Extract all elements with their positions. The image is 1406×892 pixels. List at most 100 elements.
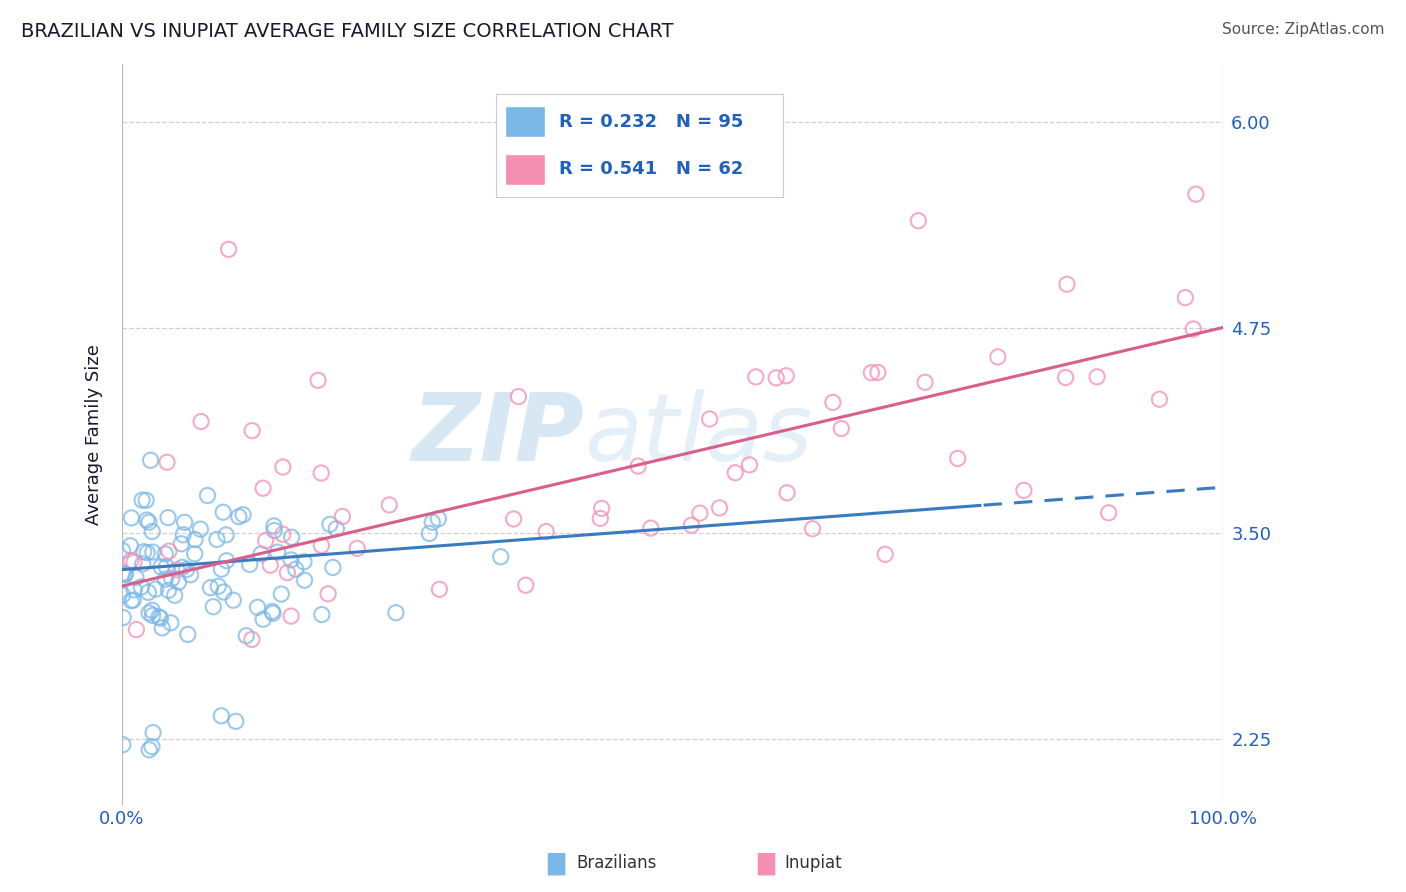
Point — [830, 421, 852, 435]
Point — [120, 511, 142, 525]
Point — [157, 544, 180, 558]
Point — [263, 524, 285, 538]
Point — [239, 558, 262, 572]
Point — [172, 528, 194, 542]
Point — [141, 739, 163, 754]
Point — [183, 547, 205, 561]
Point — [284, 562, 307, 576]
Point — [135, 513, 157, 527]
Point — [218, 243, 240, 257]
Point — [155, 547, 177, 561]
Point — [197, 489, 219, 503]
Point — [138, 515, 160, 529]
Point — [346, 541, 368, 556]
Point — [132, 557, 155, 571]
Point — [385, 606, 408, 620]
Point — [907, 213, 929, 227]
Point — [131, 493, 153, 508]
Point — [266, 545, 288, 559]
Point — [252, 612, 274, 626]
Point — [429, 582, 451, 597]
Point — [1185, 187, 1208, 202]
Point — [232, 508, 254, 522]
Point — [1098, 506, 1121, 520]
Point — [212, 505, 235, 519]
Point — [681, 518, 703, 533]
Point — [709, 500, 731, 515]
Point — [170, 537, 193, 551]
Point — [311, 538, 333, 552]
Point — [262, 604, 284, 618]
Point — [138, 743, 160, 757]
Point — [821, 395, 844, 409]
Point — [1174, 291, 1197, 305]
Point — [866, 366, 889, 380]
Point — [176, 562, 198, 576]
Point — [166, 563, 188, 577]
Point — [240, 424, 263, 438]
Point — [138, 606, 160, 620]
Point — [427, 512, 450, 526]
Point — [252, 481, 274, 495]
Point — [120, 553, 142, 567]
Point — [332, 509, 354, 524]
Point — [138, 585, 160, 599]
Point — [589, 511, 612, 525]
Point — [270, 587, 292, 601]
Point — [212, 585, 235, 599]
Point — [292, 555, 315, 569]
Point — [319, 517, 342, 532]
Text: BRAZILIAN VS INUPIAT AVERAGE FAMILY SIZE CORRELATION CHART: BRAZILIAN VS INUPIAT AVERAGE FAMILY SIZE… — [21, 22, 673, 41]
Point — [534, 524, 557, 539]
Point — [1149, 392, 1171, 407]
Point — [254, 533, 277, 548]
Text: █: █ — [547, 852, 564, 875]
Point — [271, 460, 294, 475]
Point — [418, 526, 440, 541]
Point — [145, 582, 167, 596]
Point — [222, 593, 245, 607]
Point — [211, 562, 233, 576]
Point — [875, 547, 897, 561]
Point — [205, 533, 228, 547]
Point — [172, 560, 194, 574]
Point — [141, 603, 163, 617]
Point — [111, 566, 134, 581]
Point — [627, 459, 650, 474]
Point — [150, 560, 173, 574]
Point — [591, 501, 613, 516]
Point — [946, 451, 969, 466]
Point — [689, 506, 711, 520]
Point — [987, 350, 1010, 364]
Point — [699, 412, 721, 426]
Point — [1085, 369, 1108, 384]
Point — [142, 608, 165, 623]
Point — [502, 512, 524, 526]
Point — [1056, 277, 1078, 292]
Point — [190, 415, 212, 429]
Point — [120, 539, 142, 553]
Point — [280, 553, 302, 567]
Y-axis label: Average Family Size: Average Family Size — [86, 344, 103, 525]
Point — [142, 725, 165, 739]
Point — [159, 615, 181, 630]
Point — [160, 572, 183, 586]
Point — [184, 533, 207, 547]
Point — [225, 714, 247, 729]
Point — [322, 560, 344, 574]
Point — [114, 566, 136, 581]
Point — [765, 371, 787, 385]
Point — [316, 587, 339, 601]
Point — [179, 567, 201, 582]
Text: Source: ZipAtlas.com: Source: ZipAtlas.com — [1222, 22, 1385, 37]
Text: atlas: atlas — [585, 389, 813, 480]
Point — [155, 559, 177, 574]
Point — [136, 546, 159, 560]
Point — [914, 376, 936, 390]
Point — [177, 627, 200, 641]
Point — [156, 455, 179, 469]
Point — [148, 610, 170, 624]
Point — [420, 515, 443, 529]
Point — [860, 366, 883, 380]
Point — [271, 527, 294, 541]
